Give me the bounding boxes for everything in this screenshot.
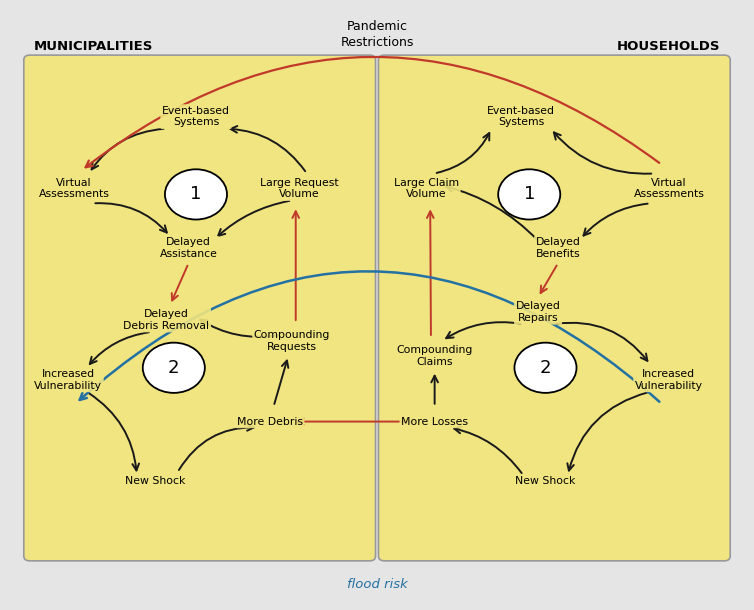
FancyBboxPatch shape (24, 55, 375, 561)
Text: MUNICIPALITIES: MUNICIPALITIES (33, 40, 153, 52)
FancyBboxPatch shape (379, 55, 730, 561)
Text: Virtual
Assessments: Virtual Assessments (633, 178, 704, 199)
Text: Delayed
Repairs: Delayed Repairs (516, 301, 560, 323)
Text: Large Request
Volume: Large Request Volume (260, 178, 339, 199)
Text: flood risk: flood risk (347, 578, 407, 590)
Text: Pandemic
Restrictions: Pandemic Restrictions (340, 20, 414, 49)
Circle shape (165, 170, 227, 220)
Text: Compounding
Requests: Compounding Requests (254, 330, 330, 352)
Text: Large Claim
Volume: Large Claim Volume (394, 178, 459, 199)
Text: New Shock: New Shock (125, 476, 185, 486)
Text: 2: 2 (540, 359, 551, 377)
Text: 1: 1 (523, 185, 535, 203)
Text: Delayed
Debris Removal: Delayed Debris Removal (124, 309, 210, 331)
Text: Increased
Vulnerability: Increased Vulnerability (34, 369, 102, 390)
Text: Delayed
Benefits: Delayed Benefits (535, 237, 581, 259)
Text: 2: 2 (168, 359, 179, 377)
Text: Virtual
Assessments: Virtual Assessments (38, 178, 109, 199)
Text: Compounding
Claims: Compounding Claims (397, 345, 473, 367)
Text: Event-based
Systems: Event-based Systems (487, 106, 555, 127)
Text: Event-based
Systems: Event-based Systems (162, 106, 230, 127)
Text: More Debris: More Debris (237, 417, 303, 426)
Text: Delayed
Assistance: Delayed Assistance (160, 237, 217, 259)
Text: More Losses: More Losses (401, 417, 468, 426)
Circle shape (143, 343, 205, 393)
Text: New Shock: New Shock (515, 476, 575, 486)
Circle shape (498, 170, 560, 220)
Circle shape (514, 343, 577, 393)
Text: 1: 1 (190, 185, 201, 203)
Text: Increased
Vulnerability: Increased Vulnerability (635, 369, 703, 390)
Text: HOUSEHOLDS: HOUSEHOLDS (617, 40, 721, 52)
